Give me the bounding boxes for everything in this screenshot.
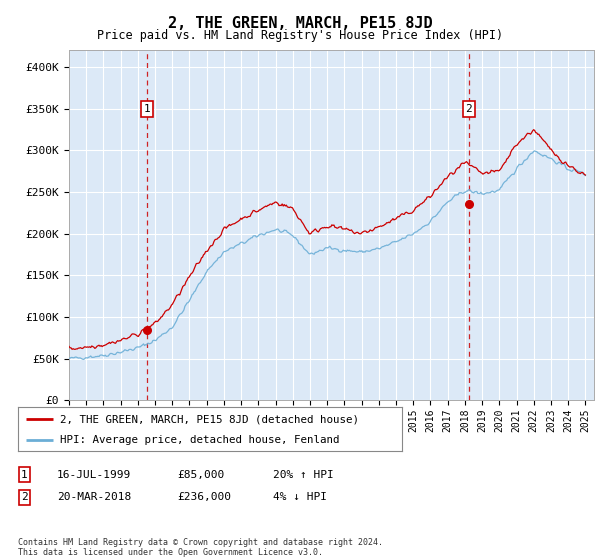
Text: 4% ↓ HPI: 4% ↓ HPI xyxy=(273,492,327,502)
Text: 1: 1 xyxy=(144,104,151,114)
Text: Price paid vs. HM Land Registry's House Price Index (HPI): Price paid vs. HM Land Registry's House … xyxy=(97,29,503,42)
Text: 1: 1 xyxy=(21,470,28,480)
Text: 2, THE GREEN, MARCH, PE15 8JD (detached house): 2, THE GREEN, MARCH, PE15 8JD (detached … xyxy=(60,414,359,424)
Text: 20% ↑ HPI: 20% ↑ HPI xyxy=(273,470,334,480)
Text: HPI: Average price, detached house, Fenland: HPI: Average price, detached house, Fenl… xyxy=(60,435,340,445)
Text: Contains HM Land Registry data © Crown copyright and database right 2024.
This d: Contains HM Land Registry data © Crown c… xyxy=(18,538,383,557)
Text: 2, THE GREEN, MARCH, PE15 8JD: 2, THE GREEN, MARCH, PE15 8JD xyxy=(167,16,433,31)
Text: £236,000: £236,000 xyxy=(177,492,231,502)
Text: 16-JUL-1999: 16-JUL-1999 xyxy=(57,470,131,480)
Text: 20-MAR-2018: 20-MAR-2018 xyxy=(57,492,131,502)
Text: 2: 2 xyxy=(21,492,28,502)
Text: 2: 2 xyxy=(466,104,472,114)
Text: £85,000: £85,000 xyxy=(177,470,224,480)
